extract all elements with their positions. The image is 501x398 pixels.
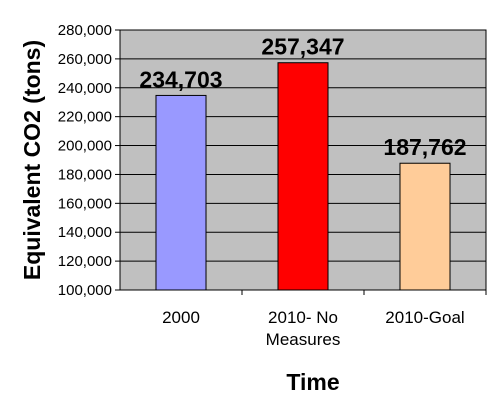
bar	[155, 94, 207, 291]
y-tick-label: 220,000	[58, 109, 112, 126]
x-axis-title: Time	[286, 369, 339, 395]
bar	[277, 62, 329, 291]
y-axis-title: Equivalent CO2 (tons)	[19, 40, 45, 280]
data-label: 257,347	[261, 34, 344, 60]
y-tick-label: 160,000	[58, 195, 112, 212]
y-tick-label: 200,000	[58, 138, 112, 155]
x-category-label: 2000	[162, 308, 200, 327]
y-tick-label: 240,000	[58, 80, 112, 97]
data-labels: 234,703 257,347 187,762	[139, 34, 466, 161]
y-tick-label: 100,000	[58, 282, 112, 299]
x-category-label: 2010-Goal	[385, 308, 464, 327]
y-tick-label: 260,000	[58, 51, 112, 68]
bar	[399, 162, 451, 291]
axes	[119, 30, 486, 291]
data-label: 187,762	[383, 134, 466, 160]
y-tick-labels: 100,000 120,000 140,000 160,000 180,000 200,0…	[58, 22, 120, 299]
bars	[155, 62, 451, 291]
y-tick-label: 120,000	[58, 253, 112, 270]
data-label: 234,703	[139, 66, 222, 92]
y-tick-label: 140,000	[58, 224, 112, 241]
y-tick-label: 280,000	[58, 22, 112, 39]
x-category-label: 2010- No Measures	[266, 308, 341, 349]
y-tick-label: 180,000	[58, 166, 112, 183]
x-category-labels: 2000 2010- No Measures 2010-Goal	[162, 290, 487, 349]
